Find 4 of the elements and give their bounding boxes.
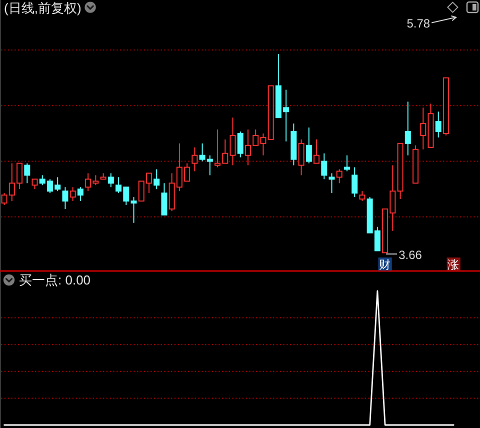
text: 5.78 (406, 16, 430, 30)
chart-title: 买一点: 0.00 (19, 272, 91, 288)
chart-title: (日线,前复权) (4, 0, 82, 16)
annotation: 3.66 (398, 248, 422, 262)
